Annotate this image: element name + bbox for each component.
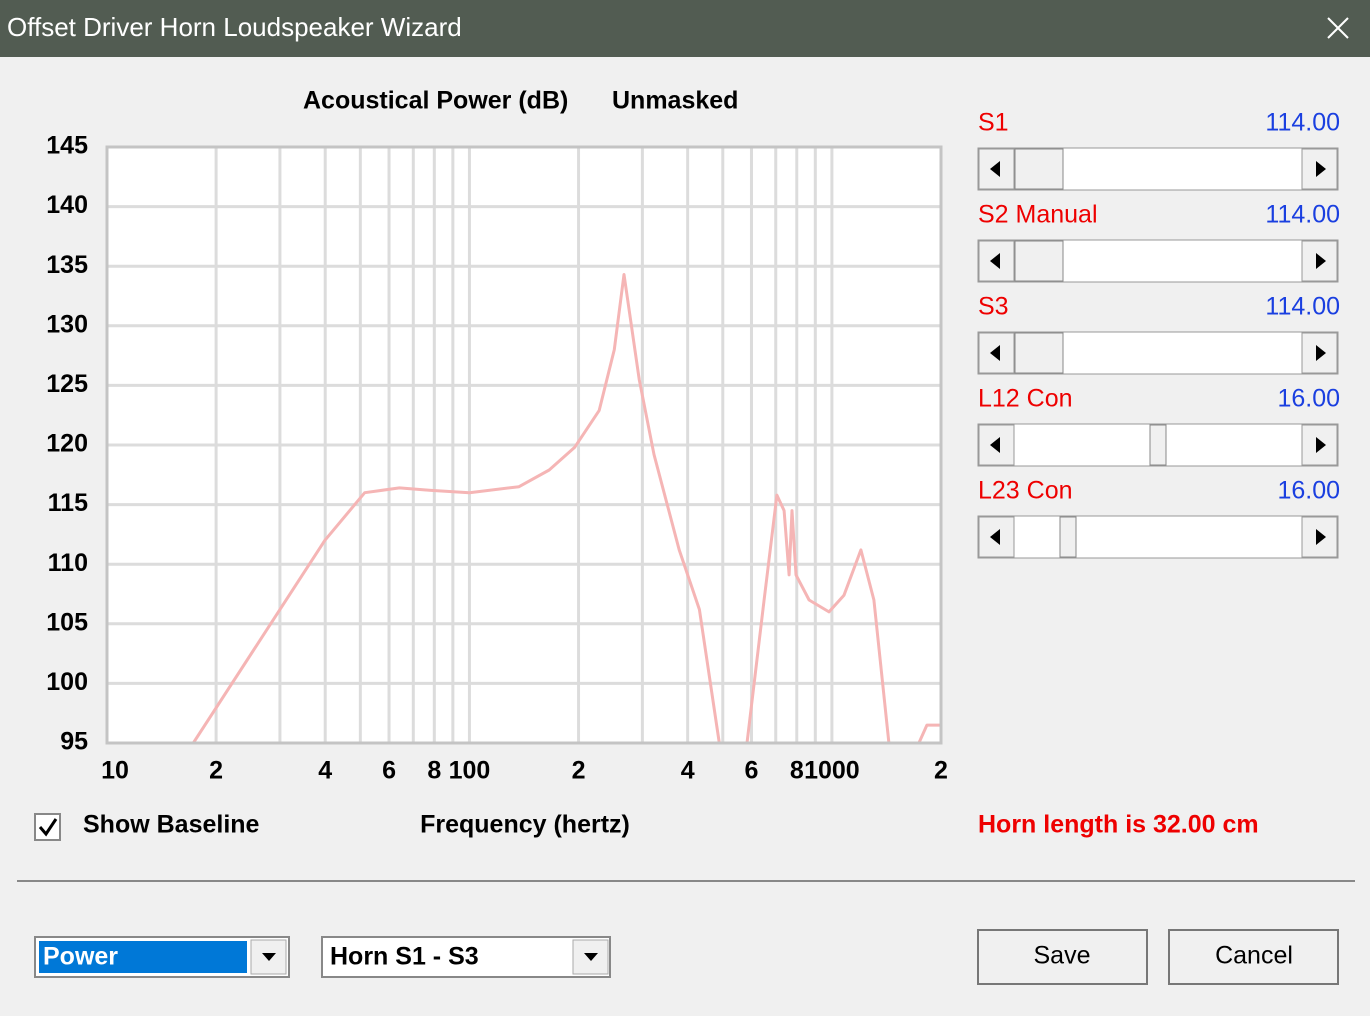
arrow-icon xyxy=(584,953,598,961)
y-tick-label: 125 xyxy=(46,370,88,398)
arrow-icon xyxy=(1316,345,1326,361)
window-title: Offset Driver Horn Loudspeaker Wizard xyxy=(7,12,462,42)
slider-label: S2 Manual xyxy=(978,201,1098,229)
arrow-icon xyxy=(990,437,1000,453)
x-tick-label: 2 xyxy=(572,757,586,785)
y-tick-label: 100 xyxy=(46,668,88,696)
slider-thumb[interactable] xyxy=(1014,240,1064,282)
y-tick-label: 115 xyxy=(48,489,88,517)
slider-thumb[interactable] xyxy=(1014,148,1064,190)
x-tick-label: 8 xyxy=(790,757,804,785)
slider-track xyxy=(977,515,1339,559)
slider[interactable]: S1 114.00 xyxy=(977,109,1340,191)
chart-title: Acoustical Power (dB) xyxy=(303,87,568,115)
slider-label: L12 Con xyxy=(978,385,1073,413)
x-axis-label: Frequency (hertz) xyxy=(420,811,630,839)
x-tick-label: 2 xyxy=(934,757,948,785)
slider[interactable]: L12 Con 16.00 xyxy=(977,385,1340,467)
slider-value: 114.00 xyxy=(1265,201,1340,229)
slider-label: S1 xyxy=(978,109,1009,137)
close-button[interactable] xyxy=(1327,17,1349,39)
arrow-icon xyxy=(990,161,1000,177)
dropdown[interactable]: Power xyxy=(34,936,290,978)
arrow-icon xyxy=(1316,161,1326,177)
y-tick-label: 110 xyxy=(48,549,88,577)
dropdown[interactable]: Horn S1 - S3 xyxy=(321,936,611,978)
y-tick-label: 130 xyxy=(46,310,88,338)
slider-thumb[interactable] xyxy=(1149,424,1167,466)
arrow-icon xyxy=(262,953,276,961)
button-label[interactable]: Save xyxy=(1034,942,1091,970)
data-line xyxy=(192,273,941,743)
button-frame[interactable] xyxy=(977,929,1148,985)
arrow-icon xyxy=(990,529,1000,545)
slider-value: 16.00 xyxy=(1277,385,1340,413)
slider[interactable]: S3 114.00 xyxy=(977,293,1340,375)
x-tick-label: 4 xyxy=(681,757,695,785)
arrow-icon xyxy=(990,253,1000,269)
y-tick-label: 105 xyxy=(46,608,88,636)
slider-label: S3 xyxy=(978,293,1009,321)
button[interactable]: Cancel xyxy=(1168,929,1339,985)
plot-frame xyxy=(105,145,943,745)
y-tick-label: 95 xyxy=(60,728,88,756)
chart-subtitle: Unmasked xyxy=(612,87,738,115)
y-tick-label: 120 xyxy=(46,430,88,458)
checkbox-box[interactable] xyxy=(34,813,61,841)
check-mark xyxy=(38,818,58,837)
button-label[interactable]: Cancel xyxy=(1215,942,1293,970)
y-tick-label: 135 xyxy=(46,251,88,279)
x-tick-label: 8 xyxy=(427,757,441,785)
horn-length: Horn length is 32.00 cm xyxy=(978,811,1259,839)
slider-label: L23 Con xyxy=(978,477,1073,505)
arrow-icon xyxy=(1316,529,1326,545)
title-bar xyxy=(0,0,1370,57)
checkbox[interactable]: Show Baseline xyxy=(34,811,260,841)
x-tick-label: 2 xyxy=(209,757,223,785)
slider-value: 114.00 xyxy=(1265,293,1340,321)
arrow-icon xyxy=(990,345,1000,361)
x-tick-label: 6 xyxy=(382,757,396,785)
slider-thumb[interactable] xyxy=(1014,332,1064,374)
x-tick-label: 100 xyxy=(449,757,491,785)
arrow-icon xyxy=(1316,437,1326,453)
x-tick-label: 10 xyxy=(101,757,129,785)
x-tick-label: 4 xyxy=(318,757,332,785)
slider-thumb[interactable] xyxy=(1059,516,1077,558)
slider[interactable]: S2 Manual 114.00 xyxy=(977,201,1340,283)
arrow-icon xyxy=(1316,253,1326,269)
checkbox-label[interactable]: Show Baseline xyxy=(83,811,260,839)
slider-value: 114.00 xyxy=(1265,109,1340,137)
slider[interactable]: L23 Con 16.00 xyxy=(977,477,1340,559)
dropdown-value[interactable]: Power xyxy=(43,943,118,971)
selection-highlight xyxy=(39,941,247,973)
dropdown-value[interactable]: Horn S1 - S3 xyxy=(330,943,479,971)
button[interactable]: Save xyxy=(977,929,1148,985)
button-frame[interactable] xyxy=(1168,929,1339,985)
dropdown-box[interactable] xyxy=(321,936,611,978)
x-tick-label: 1000 xyxy=(804,757,860,785)
x-tick-label: 6 xyxy=(745,757,759,785)
y-tick-label: 140 xyxy=(46,191,88,219)
slider-value: 16.00 xyxy=(1277,477,1340,505)
y-tick-label: 145 xyxy=(46,132,88,160)
